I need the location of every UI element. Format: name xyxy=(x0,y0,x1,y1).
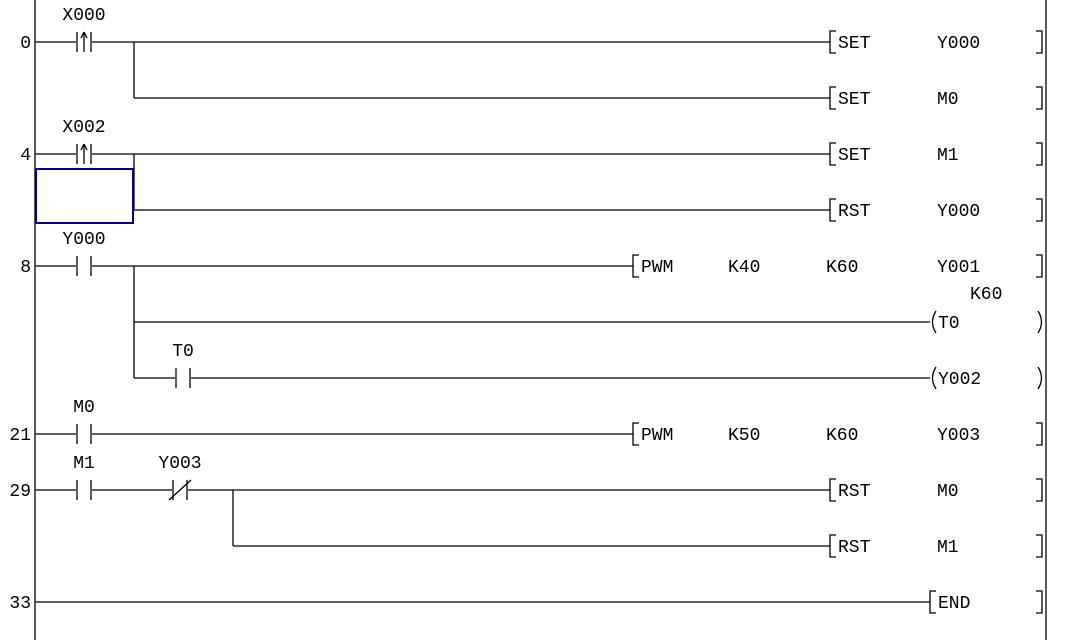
rising-arrow-icon xyxy=(83,31,88,39)
nc-slash xyxy=(168,479,192,501)
instruction-open-bracket xyxy=(829,86,836,110)
step-number: 33 xyxy=(9,594,31,614)
instruction-name[interactable]: SET xyxy=(838,90,871,110)
contact-label[interactable]: X000 xyxy=(62,6,105,26)
instruction-name[interactable]: PWM xyxy=(641,426,673,446)
instruction-operand[interactable]: K50 xyxy=(728,426,760,446)
instruction-operand[interactable]: Y000 xyxy=(937,202,980,222)
instruction-close-bracket xyxy=(1036,422,1043,446)
contact-label[interactable]: Y000 xyxy=(62,230,105,250)
instruction-close-bracket xyxy=(1036,30,1043,54)
instruction-operand[interactable]: K60 xyxy=(826,426,858,446)
instruction-close-bracket xyxy=(1036,254,1043,278)
coil-close xyxy=(1037,310,1043,334)
instruction-open-bracket xyxy=(829,142,836,166)
step-number: 0 xyxy=(20,34,31,54)
instruction-name[interactable]: RST xyxy=(838,482,871,502)
instruction-name[interactable]: PWM xyxy=(641,258,673,278)
instruction-operand[interactable]: Y000 xyxy=(937,34,980,54)
instruction-operand[interactable]: K40 xyxy=(728,258,760,278)
instruction-close-bracket xyxy=(1036,478,1043,502)
contact-label[interactable]: T0 xyxy=(172,342,194,362)
instruction-operand[interactable]: M1 xyxy=(937,538,959,558)
instruction-close-bracket xyxy=(1036,534,1043,558)
cursor-selection-box[interactable] xyxy=(35,168,134,224)
instruction-open-bracket xyxy=(829,198,836,222)
rising-arrow-icon xyxy=(80,143,85,151)
rising-arrow-icon xyxy=(83,143,88,151)
instruction-name[interactable]: RST xyxy=(838,538,871,558)
instruction-open-bracket xyxy=(632,422,639,446)
instruction-close-bracket xyxy=(1036,198,1043,222)
instruction-close-bracket xyxy=(1036,590,1043,614)
coil-device[interactable]: T0 xyxy=(938,314,960,334)
rising-arrow-icon xyxy=(80,31,85,39)
coil-open xyxy=(931,310,937,334)
step-number: 21 xyxy=(9,426,31,446)
contact-label[interactable]: M0 xyxy=(73,398,95,418)
instruction-name[interactable]: END xyxy=(938,594,970,614)
instruction-open-bracket xyxy=(929,590,936,614)
instruction-name[interactable]: RST xyxy=(838,202,871,222)
instruction-operand[interactable]: M1 xyxy=(937,146,959,166)
timer-setting[interactable]: K60 xyxy=(970,285,1002,305)
coil-close xyxy=(1037,366,1043,390)
step-number: 4 xyxy=(20,146,31,166)
instruction-operand[interactable]: M0 xyxy=(937,90,959,110)
step-number: 8 xyxy=(20,258,31,278)
instruction-operand[interactable]: K60 xyxy=(826,258,858,278)
instruction-close-bracket xyxy=(1036,86,1043,110)
instruction-operand[interactable]: Y003 xyxy=(937,426,980,446)
coil-device[interactable]: Y002 xyxy=(938,370,981,390)
instruction-name[interactable]: SET xyxy=(838,34,871,54)
contact-label[interactable]: X002 xyxy=(62,118,105,138)
step-number: 29 xyxy=(9,482,31,502)
instruction-operand[interactable]: M0 xyxy=(937,482,959,502)
contact-label[interactable]: Y003 xyxy=(158,454,201,474)
instruction-open-bracket xyxy=(829,478,836,502)
instruction-name[interactable]: SET xyxy=(838,146,871,166)
contact-label[interactable]: M1 xyxy=(73,454,95,474)
instruction-open-bracket xyxy=(829,30,836,54)
coil-open xyxy=(931,366,937,390)
instruction-open-bracket xyxy=(829,534,836,558)
instruction-operand[interactable]: Y001 xyxy=(937,258,980,278)
instruction-open-bracket xyxy=(632,254,639,278)
instruction-close-bracket xyxy=(1036,142,1043,166)
